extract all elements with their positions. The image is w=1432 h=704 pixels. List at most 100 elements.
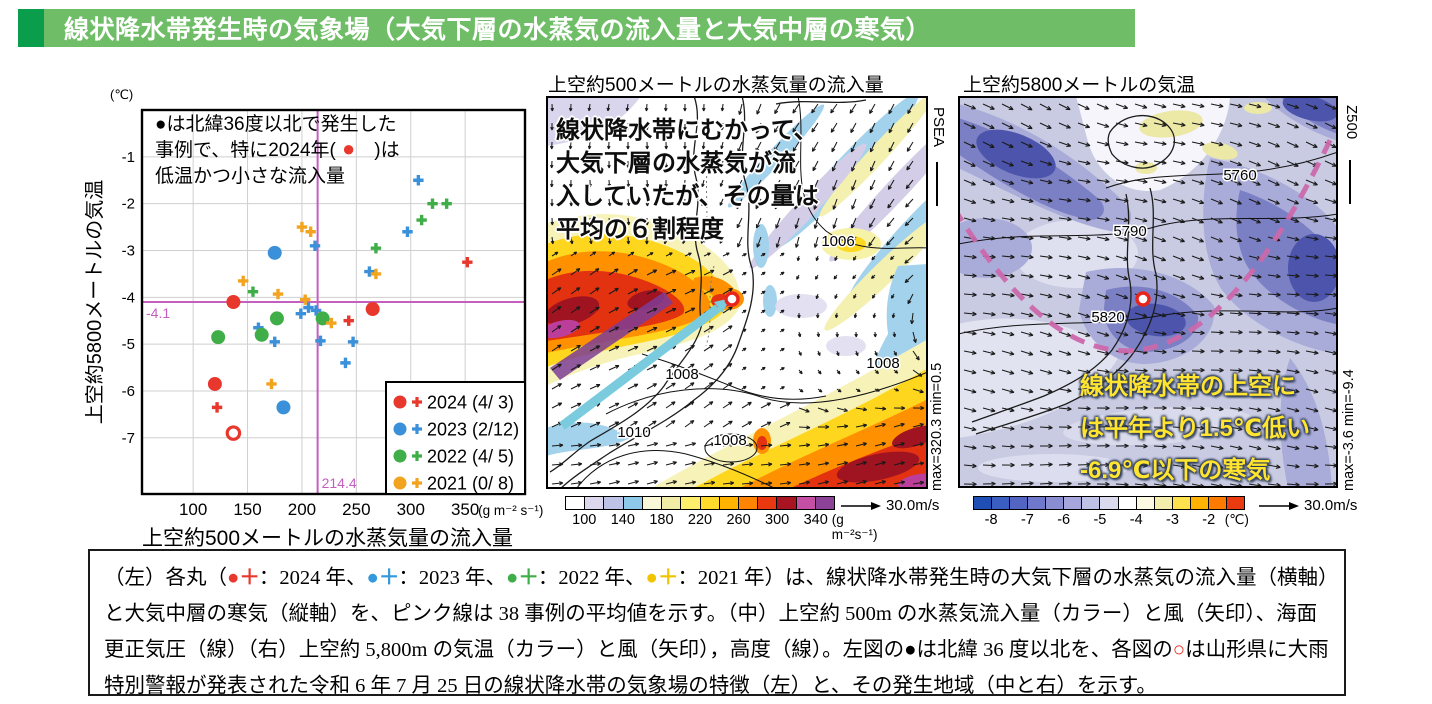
legend-label: 2021 (0/ 8)	[427, 474, 514, 494]
scatter-point-cross	[416, 214, 427, 226]
colorbar-tick-label: 140	[610, 512, 635, 528]
colorbar-unit: (g m⁻²s⁻¹)	[831, 512, 878, 542]
scatter-point-cross	[211, 402, 223, 413]
mid-map-minmax: max=320.3 min=0.5	[929, 362, 945, 491]
scatter-point-cross	[247, 286, 259, 297]
colorbar-tick-label: 220	[687, 512, 713, 528]
legend-label: 2023 (2/12)	[427, 420, 519, 440]
colorbar-tick-label: -5	[1093, 512, 1107, 528]
caption-dot-symbol: ●	[904, 638, 917, 661]
colorbar-tick-label: 180	[649, 512, 674, 528]
svg-text:300: 300	[397, 500, 425, 519]
colorbar-tick-label: -3	[1166, 512, 1179, 528]
height-contours	[958, 151, 1338, 335]
svg-text:150: 150	[233, 500, 261, 519]
caption-open-circle-symbol: ○	[1172, 638, 1186, 661]
caption-dot-symbol: ●	[506, 566, 519, 589]
legend-cross-symbol	[412, 478, 422, 488]
colorbar-cell	[1226, 497, 1244, 509]
caption-text: ：2023 年、	[398, 567, 507, 589]
svg-text:-6: -6	[122, 383, 135, 400]
colorbar-cell	[738, 497, 759, 509]
scatter-point-cross	[305, 226, 316, 237]
header-green-bar: 線状降水帯発生時の気象場（大気下層の水蒸気の流入量と大気中層の寒気）	[44, 9, 1135, 47]
y-tick-labels: -1 -2 -3 -4 -5 -6 -7	[122, 149, 135, 447]
mid-map-annotation: 線状降水帯にむかって、 大気下層の水蒸気が流 入していたが、その量は 平均の６割…	[556, 117, 819, 243]
scatter-point-cross	[370, 242, 382, 254]
caption-text: ：2021 年）は、線状降水帯発生時の大気下層の水蒸気の流入量（横軸）と大気中層…	[104, 567, 1329, 661]
right-map-canvas: 5760 5790 5820	[958, 96, 1338, 488]
mid-colorbar: 100 140 180 220 260 300 340 (g m⁻²s⁻¹)	[565, 496, 877, 542]
mean-x-value: 214.4	[322, 475, 357, 491]
colorbar-cell	[604, 497, 624, 509]
x-axis-label: 上空約500メートルの水蒸気量の流入量	[142, 527, 513, 550]
scatter-series	[211, 198, 452, 345]
scatter-point-cross	[427, 198, 438, 209]
scatter-point-cross	[266, 378, 277, 390]
isobar-labels: 1006 1008 1008 1010 1008	[616, 232, 901, 451]
colorbar-cell	[642, 497, 663, 509]
caption-dot-symbol: ●	[366, 566, 379, 589]
legend-circle-symbol	[393, 395, 407, 409]
colorbar-cell	[1190, 497, 1209, 509]
svg-text:350: 350	[451, 500, 479, 519]
colorbar-cell	[1208, 497, 1227, 509]
contour-label: 5820	[1091, 309, 1124, 326]
contour-label: 5760	[1223, 167, 1256, 184]
scatter-point-circle	[267, 245, 282, 260]
border-lines	[703, 155, 715, 347]
legend-circle-symbol	[393, 422, 407, 436]
contour-label: 5790	[1113, 223, 1146, 240]
scatter-point-circle	[269, 311, 284, 326]
mean-y-value: -4.1	[146, 305, 170, 321]
mid-wind-reference: 30.0m/s	[840, 497, 939, 514]
scatter-point-cross	[326, 317, 337, 329]
scatter-point-circle	[315, 311, 330, 326]
legend-label: 2022 (4/ 5)	[427, 447, 514, 467]
colorbar-cell	[1010, 497, 1029, 509]
scatter-point-cross	[309, 240, 321, 252]
colorbar-cell	[681, 497, 701, 509]
svg-text:-7: -7	[122, 430, 135, 447]
scatter-point-cross	[364, 266, 375, 277]
caption-text: （左）各丸（	[104, 567, 227, 589]
colorbar-cell	[1136, 497, 1155, 509]
event-location-marker	[1135, 291, 1151, 307]
colorbar-cell	[1154, 497, 1173, 509]
scatter-point-circle	[254, 327, 269, 342]
contour-label: 1006	[821, 233, 854, 250]
colorbar-cell	[662, 497, 682, 509]
colorbar-cell	[700, 497, 720, 509]
figure-caption: （左）各丸（●＋：2024 年、●＋：2023 年、●＋：2022 年、●＋：2…	[88, 549, 1346, 697]
colorbar-cell	[796, 497, 816, 509]
colorbar-cell	[585, 497, 605, 509]
colorbar-tick-label: -2	[1202, 512, 1216, 528]
contour-label: 1010	[617, 424, 650, 441]
colorbar-tick-label: -6	[1057, 512, 1071, 528]
colorbar-cell	[566, 497, 586, 509]
colorbar-cell	[1100, 497, 1119, 509]
colorbar-cell	[777, 497, 797, 509]
svg-text:事例で、特に2024年( ● )は: 事例で、特に2024年( ● )は	[155, 136, 400, 161]
wind-ref-arrow-icon	[841, 501, 881, 510]
scatter-point-cross	[441, 198, 452, 209]
contour-label: 1008	[665, 366, 698, 383]
x-axis-unit: (g m⁻² s⁻¹)	[478, 503, 543, 518]
legend-cross-symbol	[412, 424, 422, 434]
mid-map-title: 上空約500メートルの水蒸気量の流入量	[548, 75, 884, 96]
scatter-point-cross	[347, 336, 359, 348]
legend-cross-symbol	[412, 397, 422, 407]
scatter-point-cross	[413, 175, 424, 186]
scatter-point-cross	[315, 335, 326, 347]
colorbar-tick-label: -7	[1020, 512, 1034, 528]
right-map-annotation: 線状降水帯の上空に は平年より1.5℃低い -6.9℃以下の寒気	[1080, 373, 1310, 484]
scatter-point-cross	[402, 226, 413, 237]
scatter-point-circle	[211, 330, 226, 345]
caption-cross-symbol: ＋	[657, 566, 678, 589]
svg-text:-1: -1	[122, 149, 135, 166]
colorbar-cell	[815, 497, 835, 509]
svg-text:100: 100	[179, 500, 207, 519]
colorbar-cell	[1028, 497, 1047, 509]
scatter-point-cross	[300, 294, 311, 305]
